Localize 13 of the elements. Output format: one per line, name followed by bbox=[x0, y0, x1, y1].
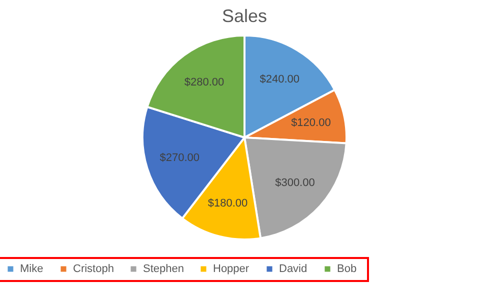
data-label: $180.00 bbox=[208, 197, 248, 210]
legend-label: Bob bbox=[337, 262, 357, 275]
legend-label: Hopper bbox=[213, 262, 250, 275]
legend-label: Cristoph bbox=[73, 262, 114, 275]
chart-title: Sales bbox=[222, 6, 268, 26]
data-label: $270.00 bbox=[160, 152, 200, 164]
data-label: $120.00 bbox=[291, 117, 331, 130]
legend-label: David bbox=[279, 262, 308, 275]
legend-label: Stephen bbox=[143, 262, 184, 275]
data-label: $300.00 bbox=[275, 177, 315, 190]
data-label: $240.00 bbox=[260, 73, 300, 86]
legend-label: Mike bbox=[20, 262, 44, 275]
data-label: $280.00 bbox=[184, 76, 224, 89]
